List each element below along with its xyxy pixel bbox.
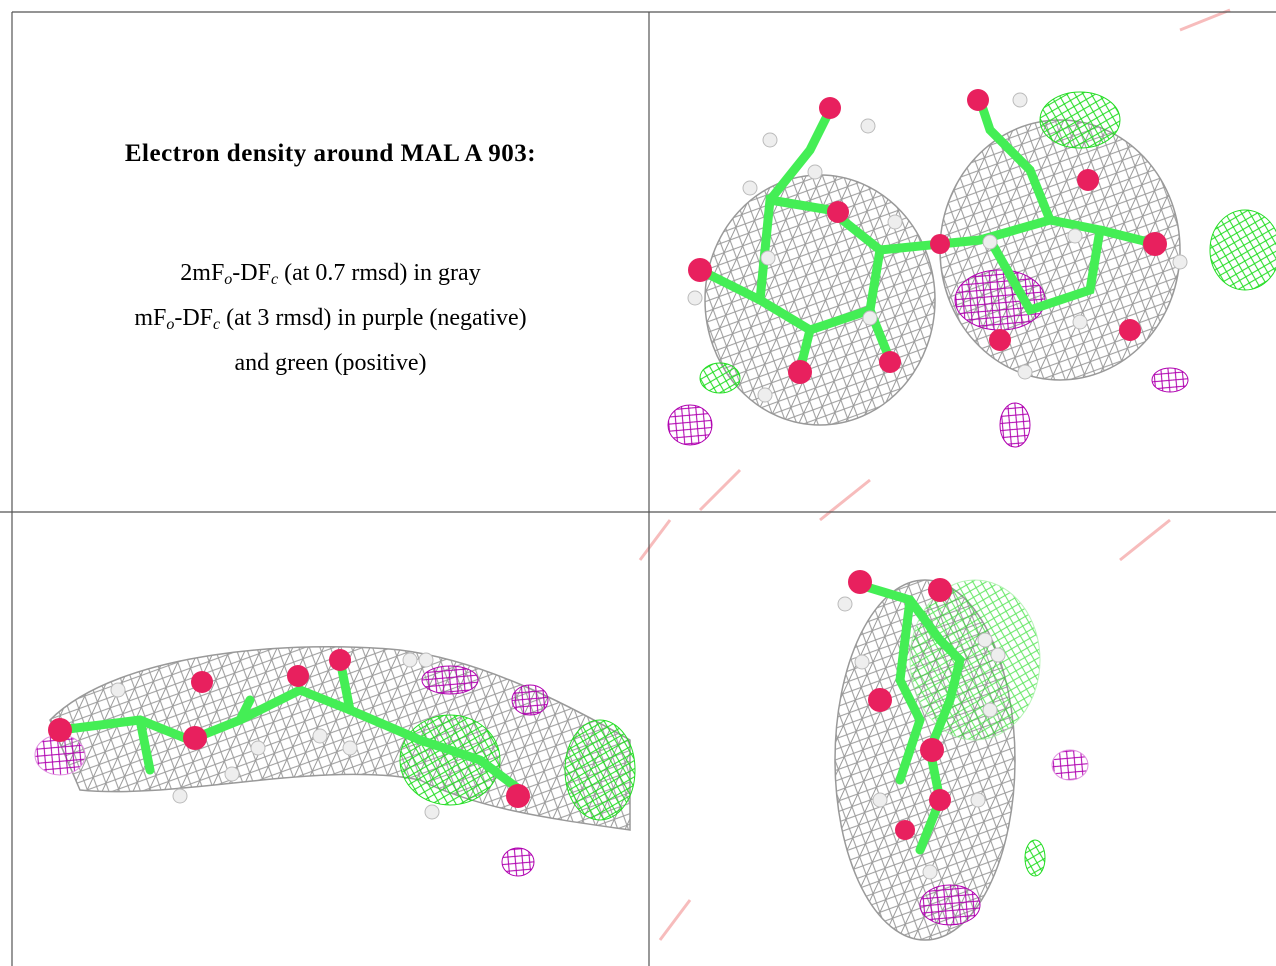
density-view-2	[35, 647, 635, 876]
legend-text: 2mF	[180, 260, 224, 286]
legend-line: mFo-DFc (at 3 rmsd) in purple (negative)	[12, 299, 649, 344]
legend-text: mF	[134, 305, 166, 331]
legend-text: -DF	[174, 305, 213, 331]
subscript: c	[271, 271, 278, 288]
density-view-1	[668, 89, 1276, 447]
page: {"title": "Electron density around MAL A…	[0, 0, 1276, 966]
legend-text: (at 0.7 rmsd) in gray	[278, 260, 481, 286]
legend-text: -DF	[232, 260, 271, 286]
caption-title: Electron density around MAL A 903:	[12, 140, 649, 168]
legend-text: and green (positive)	[235, 350, 427, 376]
caption-panel: Electron density around MAL A 903: 2mFo-…	[12, 12, 649, 512]
legend-line: and green (positive)	[12, 344, 649, 383]
density-view-3	[835, 570, 1088, 940]
legend-line: 2mFo-DFc (at 0.7 rmsd) in gray	[12, 254, 649, 299]
legend-text: (at 3 rmsd) in purple (negative)	[220, 305, 527, 331]
